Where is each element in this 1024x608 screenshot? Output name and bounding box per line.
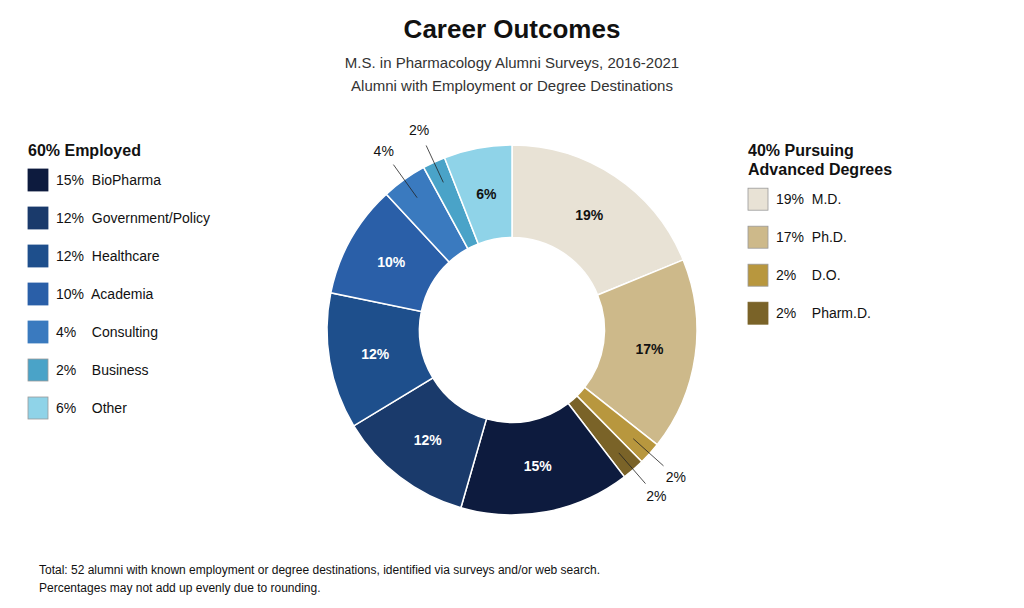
legend-swatch bbox=[28, 169, 48, 191]
legend-title: 40% PursuingAdvanced Degrees bbox=[748, 142, 892, 178]
data-label: 6% bbox=[476, 186, 497, 202]
legend-title: 60% Employed bbox=[28, 142, 141, 159]
legend-swatch bbox=[748, 264, 768, 286]
legend-entry: 12% Healthcare bbox=[56, 248, 160, 264]
data-label: 2% bbox=[646, 488, 666, 504]
data-labels: 19%17%2%2%15%12%12%10%4%2%6% bbox=[361, 122, 686, 504]
data-label: 12% bbox=[414, 432, 443, 448]
data-label: 4% bbox=[374, 143, 394, 159]
legend-swatch bbox=[28, 321, 48, 343]
title: Career Outcomes bbox=[404, 14, 621, 44]
legend-entry: 2% Pharm.D. bbox=[776, 305, 871, 321]
legend-entry: 10% Academia bbox=[56, 286, 153, 302]
data-label: 15% bbox=[524, 458, 553, 474]
footnote: Total: 52 alumni with known employment o… bbox=[39, 563, 600, 577]
legend-entry: 12% Government/Policy bbox=[56, 210, 210, 226]
legend-swatch bbox=[28, 245, 48, 267]
data-label: 12% bbox=[361, 346, 390, 362]
slice bbox=[327, 293, 433, 426]
chart: Career Outcomes M.S. in Pharmacology Alum… bbox=[0, 0, 1024, 608]
subtitle: Alumni with Employment or Degree Destina… bbox=[351, 77, 673, 94]
leader-line bbox=[426, 145, 443, 182]
legend-swatch bbox=[28, 397, 48, 419]
legend-entry: 4% Consulting bbox=[56, 324, 158, 340]
data-label: 10% bbox=[377, 254, 406, 270]
legend-swatch bbox=[28, 283, 48, 305]
footnote: Percentages may not add up evenly due to… bbox=[39, 581, 321, 595]
data-label: 2% bbox=[409, 122, 429, 138]
data-label: 17% bbox=[635, 341, 664, 357]
legend-swatch bbox=[28, 207, 48, 229]
leader-line bbox=[619, 453, 646, 484]
slice bbox=[445, 145, 512, 244]
legend: 60% Employed 15% BioPharma 12% Government/… bbox=[28, 142, 210, 419]
legend-swatch bbox=[748, 188, 768, 210]
data-label: 19% bbox=[575, 207, 604, 223]
legend: 40% PursuingAdvanced Degrees 19% M.D. 17% … bbox=[748, 142, 892, 324]
data-label: 2% bbox=[666, 469, 686, 485]
donut bbox=[327, 145, 697, 515]
legend-entry: 6% Other bbox=[56, 400, 127, 416]
legend-entry: 17% Ph.D. bbox=[776, 229, 847, 245]
legend-swatch bbox=[748, 302, 768, 324]
subtitle: M.S. in Pharmacology Alumni Surveys, 201… bbox=[345, 54, 679, 71]
leader-line bbox=[633, 439, 663, 466]
legend-entry: 2% Business bbox=[56, 362, 149, 378]
legend-entry: 15% BioPharma bbox=[56, 172, 161, 188]
legend-entry: 2% D.O. bbox=[776, 267, 841, 283]
legend-swatch bbox=[748, 226, 768, 248]
legend-swatch bbox=[28, 359, 48, 381]
legend-entry: 19% M.D. bbox=[776, 191, 841, 207]
leader-line bbox=[393, 165, 417, 198]
